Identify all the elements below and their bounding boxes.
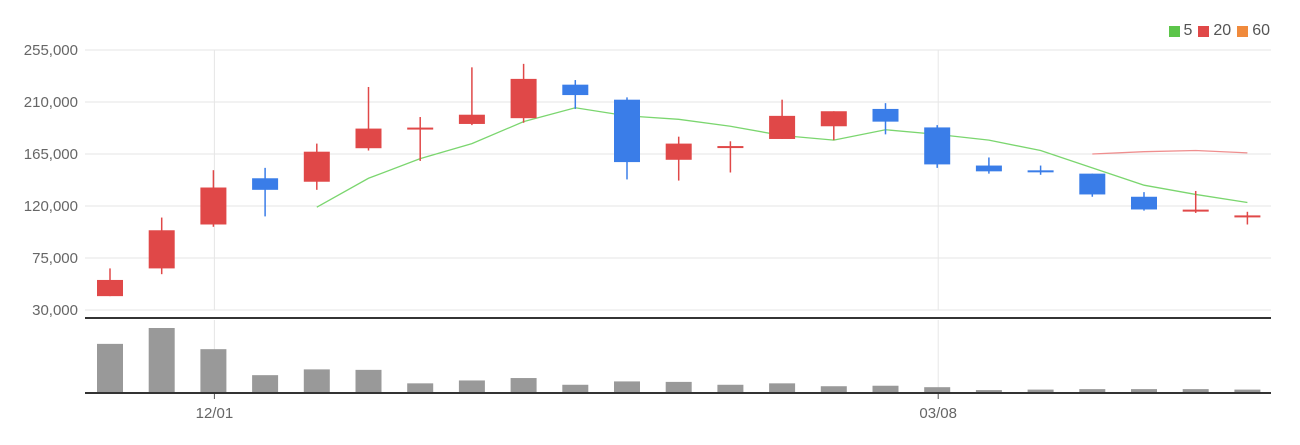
legend-swatch-ma5: [1168, 25, 1180, 37]
volume-bar: [303, 369, 330, 392]
ma20-line: [1092, 149, 1248, 155]
volume-bar: [614, 381, 640, 392]
volume-bar: [820, 386, 847, 392]
volume-bar: [252, 375, 279, 392]
candle-up: [665, 143, 692, 160]
candle-down: [562, 84, 589, 96]
volume-bar: [665, 381, 692, 392]
volume-bar: [200, 349, 227, 392]
candle-up: [148, 230, 175, 269]
candle-up: [303, 151, 330, 182]
candle-up: [717, 146, 744, 149]
volume-bar: [975, 390, 1002, 392]
candle-up: [510, 78, 537, 119]
candle-up: [407, 127, 434, 130]
candle-up: [820, 111, 847, 127]
candle-down: [614, 99, 640, 163]
x-tick-label: 12/01: [196, 405, 234, 422]
volume-bar: [562, 384, 589, 392]
candle-down: [252, 178, 279, 190]
volume-bar: [872, 385, 899, 392]
candle-up: [200, 187, 227, 225]
legend: 5 20 60: [1168, 22, 1270, 40]
volume-bar: [1234, 389, 1261, 392]
volume-bar: [924, 387, 951, 392]
legend-swatch-ma20: [1198, 25, 1210, 37]
volume-bar: [407, 383, 434, 392]
y-tick-label: 165,000: [24, 146, 78, 163]
candle-down: [924, 127, 951, 165]
volume-bar: [1131, 389, 1157, 392]
legend-item-ma60[interactable]: 60: [1237, 22, 1270, 40]
y-tick-label: 120,000: [24, 198, 78, 215]
legend-label-ma20: 20: [1213, 22, 1232, 39]
candle-up: [1234, 215, 1261, 218]
candle-down: [1027, 170, 1054, 173]
candle-up: [769, 115, 796, 139]
candle-up: [1182, 209, 1209, 212]
volume-bar: [1079, 389, 1106, 392]
volume-bar: [148, 328, 175, 392]
legend-label-ma60: 60: [1252, 22, 1270, 39]
candle-down: [975, 165, 1002, 172]
legend-swatch-ma60: [1237, 25, 1249, 37]
y-tick-label: 75,000: [32, 250, 78, 267]
legend-item-ma5[interactable]: 5: [1168, 22, 1193, 40]
y-tick-label: 30,000: [32, 302, 78, 319]
legend-label-ma5: 5: [1183, 22, 1193, 39]
volume-bar: [458, 380, 485, 392]
volume-bar: [1027, 389, 1054, 392]
y-tick-label: 255,000: [24, 42, 78, 59]
candle-down: [1079, 173, 1106, 195]
x-tick-label: 03/08: [919, 405, 957, 422]
volume-bar: [355, 369, 382, 392]
candle-up: [97, 279, 123, 297]
candle-down: [872, 108, 899, 122]
y-tick-label: 210,000: [24, 94, 78, 111]
volume-bar: [1182, 389, 1209, 392]
volume-bar: [717, 384, 744, 392]
legend-item-ma20[interactable]: 20: [1198, 22, 1231, 40]
volume-bar: [510, 378, 537, 392]
candle-up: [458, 114, 485, 124]
candle-up: [355, 128, 382, 149]
volume-bar: [769, 383, 796, 392]
volume-bar: [97, 343, 123, 392]
candle-down: [1131, 196, 1157, 210]
